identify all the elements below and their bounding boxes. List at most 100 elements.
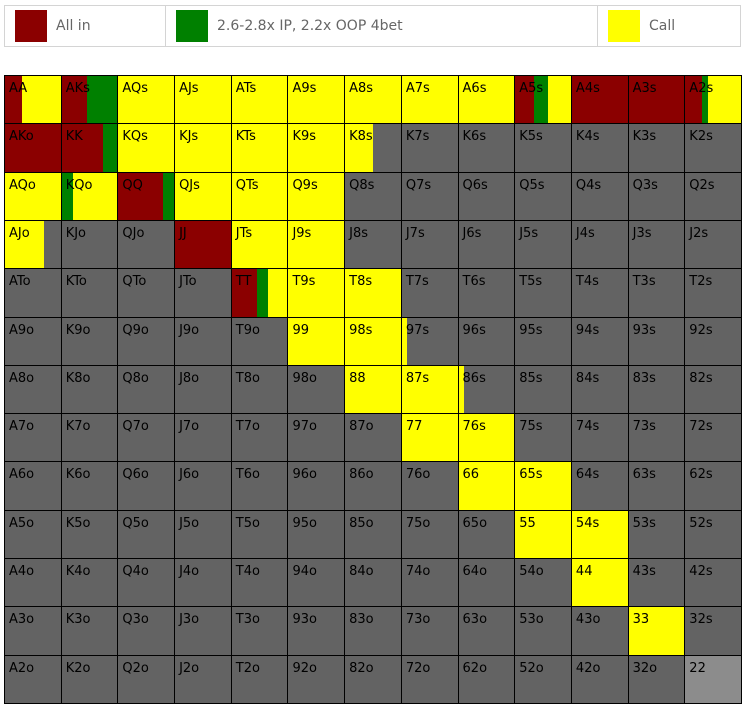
hand-cell-94s[interactable]: 94s — [571, 317, 628, 365]
hand-cell-A8s[interactable]: A8s — [345, 76, 401, 124]
hand-cell-76o[interactable]: 76o — [401, 462, 458, 510]
hand-cell-97s[interactable]: 97s — [401, 317, 458, 365]
hand-cell-83o[interactable]: 83o — [345, 607, 401, 655]
hand-cell-85o[interactable]: 85o — [345, 510, 401, 559]
hand-cell-T2o[interactable]: T2o — [231, 655, 288, 703]
hand-cell-63o[interactable]: 63o — [458, 607, 515, 655]
hand-cell-AJs[interactable]: AJs — [175, 76, 231, 124]
hand-cell-K2s[interactable]: K2s — [685, 124, 741, 172]
hand-cell-82s[interactable]: 82s — [685, 365, 741, 414]
hand-cell-T6s[interactable]: T6s — [458, 269, 515, 317]
hand-cell-J9o[interactable]: J9o — [175, 317, 231, 365]
hand-cell-55[interactable]: 55 — [515, 510, 571, 559]
hand-cell-J9s[interactable]: J9s — [288, 220, 345, 269]
hand-cell-A7o[interactable]: A7o — [5, 414, 61, 462]
hand-cell-Q6o[interactable]: Q6o — [118, 462, 175, 510]
hand-cell-62o[interactable]: 62o — [458, 655, 515, 703]
hand-cell-J2o[interactable]: J2o — [175, 655, 231, 703]
hand-cell-K2o[interactable]: K2o — [61, 655, 118, 703]
hand-cell-Q9o[interactable]: Q9o — [118, 317, 175, 365]
hand-cell-J2s[interactable]: J2s — [685, 220, 741, 269]
hand-cell-K8s[interactable]: K8s — [345, 124, 401, 172]
hand-cell-85s[interactable]: 85s — [515, 365, 571, 414]
hand-cell-AKs[interactable]: AKs — [61, 76, 118, 124]
hand-cell-42s[interactable]: 42s — [685, 559, 741, 607]
hand-cell-J6o[interactable]: J6o — [175, 462, 231, 510]
hand-cell-T9o[interactable]: T9o — [231, 317, 288, 365]
hand-cell-T7o[interactable]: T7o — [231, 414, 288, 462]
hand-cell-AKo[interactable]: AKo — [5, 124, 61, 172]
hand-cell-82o[interactable]: 82o — [345, 655, 401, 703]
hand-cell-K3o[interactable]: K3o — [61, 607, 118, 655]
hand-cell-32o[interactable]: 32o — [628, 655, 685, 703]
hand-cell-43o[interactable]: 43o — [571, 607, 628, 655]
hand-cell-T5o[interactable]: T5o — [231, 510, 288, 559]
hand-cell-QJs[interactable]: QJs — [175, 172, 231, 220]
hand-cell-99[interactable]: 99 — [288, 317, 345, 365]
hand-cell-96s[interactable]: 96s — [458, 317, 515, 365]
hand-cell-Q2o[interactable]: Q2o — [118, 655, 175, 703]
hand-cell-86o[interactable]: 86o — [345, 462, 401, 510]
legend-item-4bet[interactable]: 2.6-2.8x IP, 2.2x OOP 4bet — [165, 6, 597, 46]
hand-cell-98o[interactable]: 98o — [288, 365, 345, 414]
hand-cell-K9s[interactable]: K9s — [288, 124, 345, 172]
hand-cell-83s[interactable]: 83s — [628, 365, 685, 414]
hand-cell-T8o[interactable]: T8o — [231, 365, 288, 414]
hand-cell-A8o[interactable]: A8o — [5, 365, 61, 414]
legend-item-call[interactable]: Call — [597, 6, 740, 46]
hand-cell-AJo[interactable]: AJo — [5, 220, 61, 269]
hand-cell-J8s[interactable]: J8s — [345, 220, 401, 269]
hand-cell-KJo[interactable]: KJo — [61, 220, 118, 269]
hand-cell-92o[interactable]: 92o — [288, 655, 345, 703]
hand-cell-Q6s[interactable]: Q6s — [458, 172, 515, 220]
hand-cell-95o[interactable]: 95o — [288, 510, 345, 559]
hand-cell-T4s[interactable]: T4s — [571, 269, 628, 317]
hand-cell-J3o[interactable]: J3o — [175, 607, 231, 655]
hand-cell-65o[interactable]: 65o — [458, 510, 515, 559]
hand-cell-A4s[interactable]: A4s — [571, 76, 628, 124]
hand-cell-42o[interactable]: 42o — [571, 655, 628, 703]
hand-cell-53s[interactable]: 53s — [628, 510, 685, 559]
hand-cell-TT[interactable]: TT — [231, 269, 288, 317]
hand-cell-33[interactable]: 33 — [628, 607, 685, 655]
hand-cell-32s[interactable]: 32s — [685, 607, 741, 655]
hand-cell-Q8s[interactable]: Q8s — [345, 172, 401, 220]
hand-cell-86s[interactable]: 86s — [458, 365, 515, 414]
hand-cell-44[interactable]: 44 — [571, 559, 628, 607]
hand-cell-Q9s[interactable]: Q9s — [288, 172, 345, 220]
hand-cell-63s[interactable]: 63s — [628, 462, 685, 510]
hand-cell-A2o[interactable]: A2o — [5, 655, 61, 703]
hand-cell-64o[interactable]: 64o — [458, 559, 515, 607]
hand-cell-76s[interactable]: 76s — [458, 414, 515, 462]
hand-cell-64s[interactable]: 64s — [571, 462, 628, 510]
hand-cell-72s[interactable]: 72s — [685, 414, 741, 462]
hand-cell-72o[interactable]: 72o — [401, 655, 458, 703]
hand-cell-T5s[interactable]: T5s — [515, 269, 571, 317]
hand-cell-A2s[interactable]: A2s — [685, 76, 741, 124]
hand-cell-JTo[interactable]: JTo — [175, 269, 231, 317]
hand-cell-54s[interactable]: 54s — [571, 510, 628, 559]
hand-cell-53o[interactable]: 53o — [515, 607, 571, 655]
hand-cell-K5s[interactable]: K5s — [515, 124, 571, 172]
hand-cell-K8o[interactable]: K8o — [61, 365, 118, 414]
hand-cell-A6o[interactable]: A6o — [5, 462, 61, 510]
hand-cell-T2s[interactable]: T2s — [685, 269, 741, 317]
hand-cell-75o[interactable]: 75o — [401, 510, 458, 559]
hand-cell-A4o[interactable]: A4o — [5, 559, 61, 607]
hand-cell-73o[interactable]: 73o — [401, 607, 458, 655]
hand-cell-T4o[interactable]: T4o — [231, 559, 288, 607]
hand-cell-A5o[interactable]: A5o — [5, 510, 61, 559]
hand-cell-JTs[interactable]: JTs — [231, 220, 288, 269]
hand-cell-ATo[interactable]: ATo — [5, 269, 61, 317]
hand-cell-KQs[interactable]: KQs — [118, 124, 175, 172]
hand-cell-T7s[interactable]: T7s — [401, 269, 458, 317]
hand-cell-95s[interactable]: 95s — [515, 317, 571, 365]
hand-cell-QJo[interactable]: QJo — [118, 220, 175, 269]
hand-cell-J4o[interactable]: J4o — [175, 559, 231, 607]
hand-cell-T6o[interactable]: T6o — [231, 462, 288, 510]
hand-cell-Q3s[interactable]: Q3s — [628, 172, 685, 220]
hand-cell-JJ[interactable]: JJ — [175, 220, 231, 269]
hand-cell-QQ[interactable]: QQ — [118, 172, 175, 220]
hand-cell-K9o[interactable]: K9o — [61, 317, 118, 365]
hand-cell-T8s[interactable]: T8s — [345, 269, 401, 317]
